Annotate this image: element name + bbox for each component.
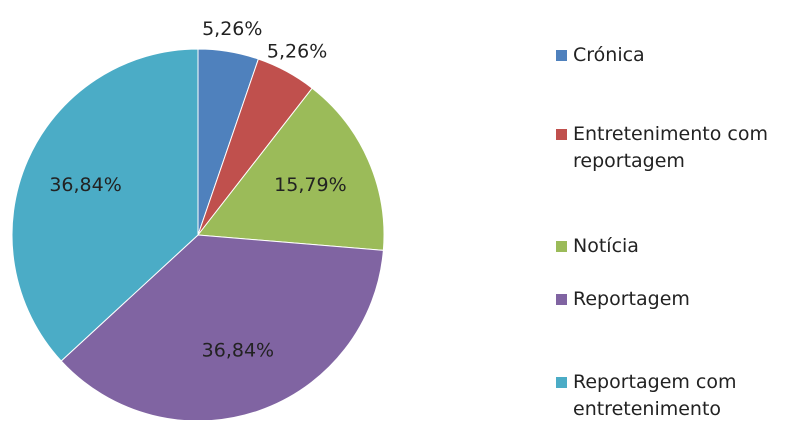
legend-swatch — [556, 294, 567, 305]
data-label: 5,26% — [267, 40, 327, 62]
data-label: 5,26% — [202, 18, 262, 40]
legend-label: Reportagem — [573, 288, 690, 310]
pie-slice — [11, 48, 199, 362]
legend-item: Notícia — [556, 233, 796, 260]
legend-swatch — [556, 377, 567, 388]
legend-item: Reportagem com entretenimento — [556, 369, 796, 423]
legend-swatch — [556, 129, 567, 140]
pie-slice — [60, 234, 384, 420]
pie-slice — [197, 87, 385, 251]
legend-label: Crónica — [573, 44, 645, 66]
legend-swatch — [556, 50, 567, 61]
legend-label: Notícia — [573, 235, 639, 257]
data-label: 36,84% — [202, 340, 274, 362]
legend-label: Reportagem com entretenimento — [573, 371, 737, 420]
legend-item: Reportagem — [556, 286, 796, 313]
legend-swatch — [556, 241, 567, 252]
legend-label: Entretenimento com reportagem — [573, 123, 768, 172]
legend-item: Crónica — [556, 42, 796, 69]
legend-item: Entretenimento com reportagem — [556, 121, 796, 175]
data-label: 36,84% — [49, 174, 121, 196]
data-label: 15,79% — [274, 174, 346, 196]
